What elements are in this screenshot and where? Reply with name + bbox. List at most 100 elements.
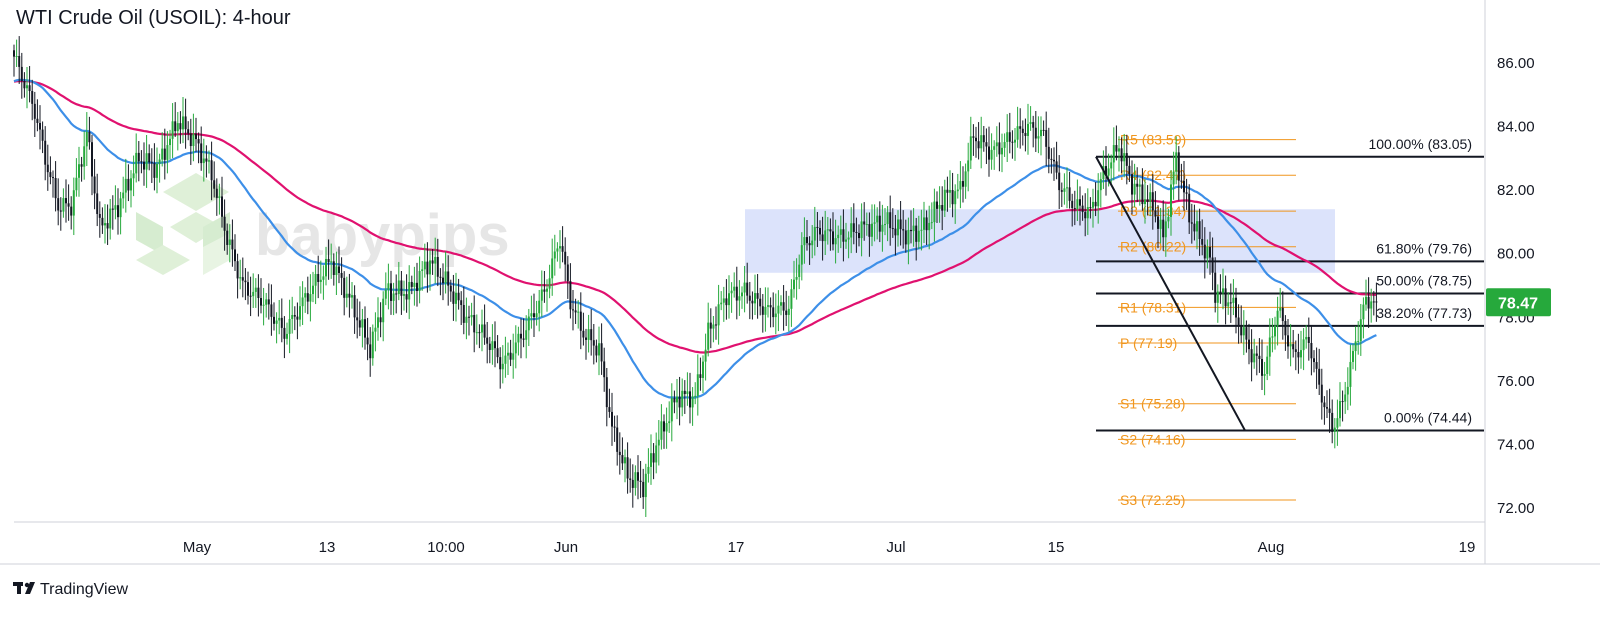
candle-body xyxy=(657,439,660,446)
price-tick-label: 76.00 xyxy=(1497,373,1535,390)
candle xyxy=(158,153,161,183)
candle-body xyxy=(782,302,785,311)
candle-body xyxy=(1071,200,1074,209)
candle xyxy=(88,116,91,150)
candle xyxy=(213,161,216,198)
candle xyxy=(431,249,434,275)
time-axis[interactable]: May 13 10:00 Jun 17 Jul 15 Aug 19 xyxy=(183,539,1476,556)
candle xyxy=(309,274,312,322)
candle xyxy=(205,145,208,178)
candle xyxy=(702,355,704,394)
candle xyxy=(163,128,166,180)
candle xyxy=(1105,146,1107,196)
candle xyxy=(582,312,585,346)
candle xyxy=(475,314,478,345)
candle xyxy=(410,275,413,295)
candle-body xyxy=(629,478,632,480)
candle xyxy=(1016,106,1019,148)
candle xyxy=(564,237,567,282)
candle-body xyxy=(907,229,910,245)
candle xyxy=(1094,182,1097,217)
candle-body xyxy=(1305,336,1308,340)
candle-body xyxy=(868,224,871,237)
candle xyxy=(1372,291,1375,316)
candle-body xyxy=(808,243,811,246)
price-tick-label: 80.00 xyxy=(1497,246,1535,263)
candle-body xyxy=(1131,174,1133,195)
candle xyxy=(728,275,730,319)
candle-body xyxy=(1105,166,1107,176)
candle-body xyxy=(774,313,777,318)
candle xyxy=(366,317,369,361)
candle-body xyxy=(1008,132,1011,142)
candle-body xyxy=(1328,408,1331,413)
candle-body xyxy=(676,396,678,403)
candle-body xyxy=(145,153,148,170)
candle xyxy=(798,254,801,290)
candle-body xyxy=(496,348,499,358)
candle-body xyxy=(1344,394,1347,402)
candle-body xyxy=(171,121,174,139)
candle xyxy=(252,273,255,308)
candle-body xyxy=(483,324,486,338)
candle-body xyxy=(1323,402,1326,408)
candle xyxy=(1144,179,1146,224)
candle-body xyxy=(426,261,429,275)
candle-body xyxy=(1011,141,1014,143)
candle-body xyxy=(338,266,340,273)
candle xyxy=(111,195,114,230)
candle xyxy=(954,184,957,224)
candle xyxy=(800,232,803,281)
candle xyxy=(673,390,676,414)
candle-body xyxy=(897,219,899,236)
candle-body xyxy=(358,320,361,328)
candle-body xyxy=(1042,129,1045,131)
candle-body xyxy=(1258,355,1261,360)
candle xyxy=(1162,200,1165,251)
candle xyxy=(964,163,967,199)
candle-body xyxy=(538,300,541,314)
candle-body xyxy=(670,398,673,422)
candle xyxy=(1333,418,1336,449)
candle xyxy=(18,36,21,84)
candle xyxy=(657,420,660,466)
candle xyxy=(275,312,278,344)
candle-body xyxy=(1183,180,1185,193)
candle-body xyxy=(1092,201,1094,208)
candle xyxy=(1112,127,1115,181)
candle-body xyxy=(863,221,866,225)
candle xyxy=(527,308,530,347)
candle-body xyxy=(1346,386,1349,395)
candle-body xyxy=(704,349,707,362)
candle xyxy=(886,206,889,242)
candle-body xyxy=(249,295,252,297)
candle xyxy=(816,212,819,248)
pivot-label: R2 (80.22) xyxy=(1120,239,1186,255)
candle xyxy=(20,52,23,99)
candle xyxy=(1170,169,1172,236)
candle xyxy=(171,103,174,159)
candle xyxy=(1167,208,1170,229)
candle xyxy=(790,279,793,327)
candle xyxy=(832,212,834,251)
candle xyxy=(616,415,619,466)
candle xyxy=(1253,338,1256,369)
candle xyxy=(218,183,221,215)
candle xyxy=(286,322,288,345)
candle-body xyxy=(247,282,249,296)
candle-body xyxy=(1268,337,1271,357)
candle-body xyxy=(626,457,629,479)
candle-body xyxy=(938,205,941,209)
candle-body xyxy=(681,390,684,408)
candle xyxy=(39,105,41,150)
candle-body xyxy=(858,232,860,239)
candle xyxy=(1190,203,1193,244)
candle-body xyxy=(637,472,639,481)
candle xyxy=(969,116,972,169)
candle-body xyxy=(54,177,57,199)
candle-body xyxy=(790,289,793,309)
candle-body xyxy=(1196,221,1198,232)
